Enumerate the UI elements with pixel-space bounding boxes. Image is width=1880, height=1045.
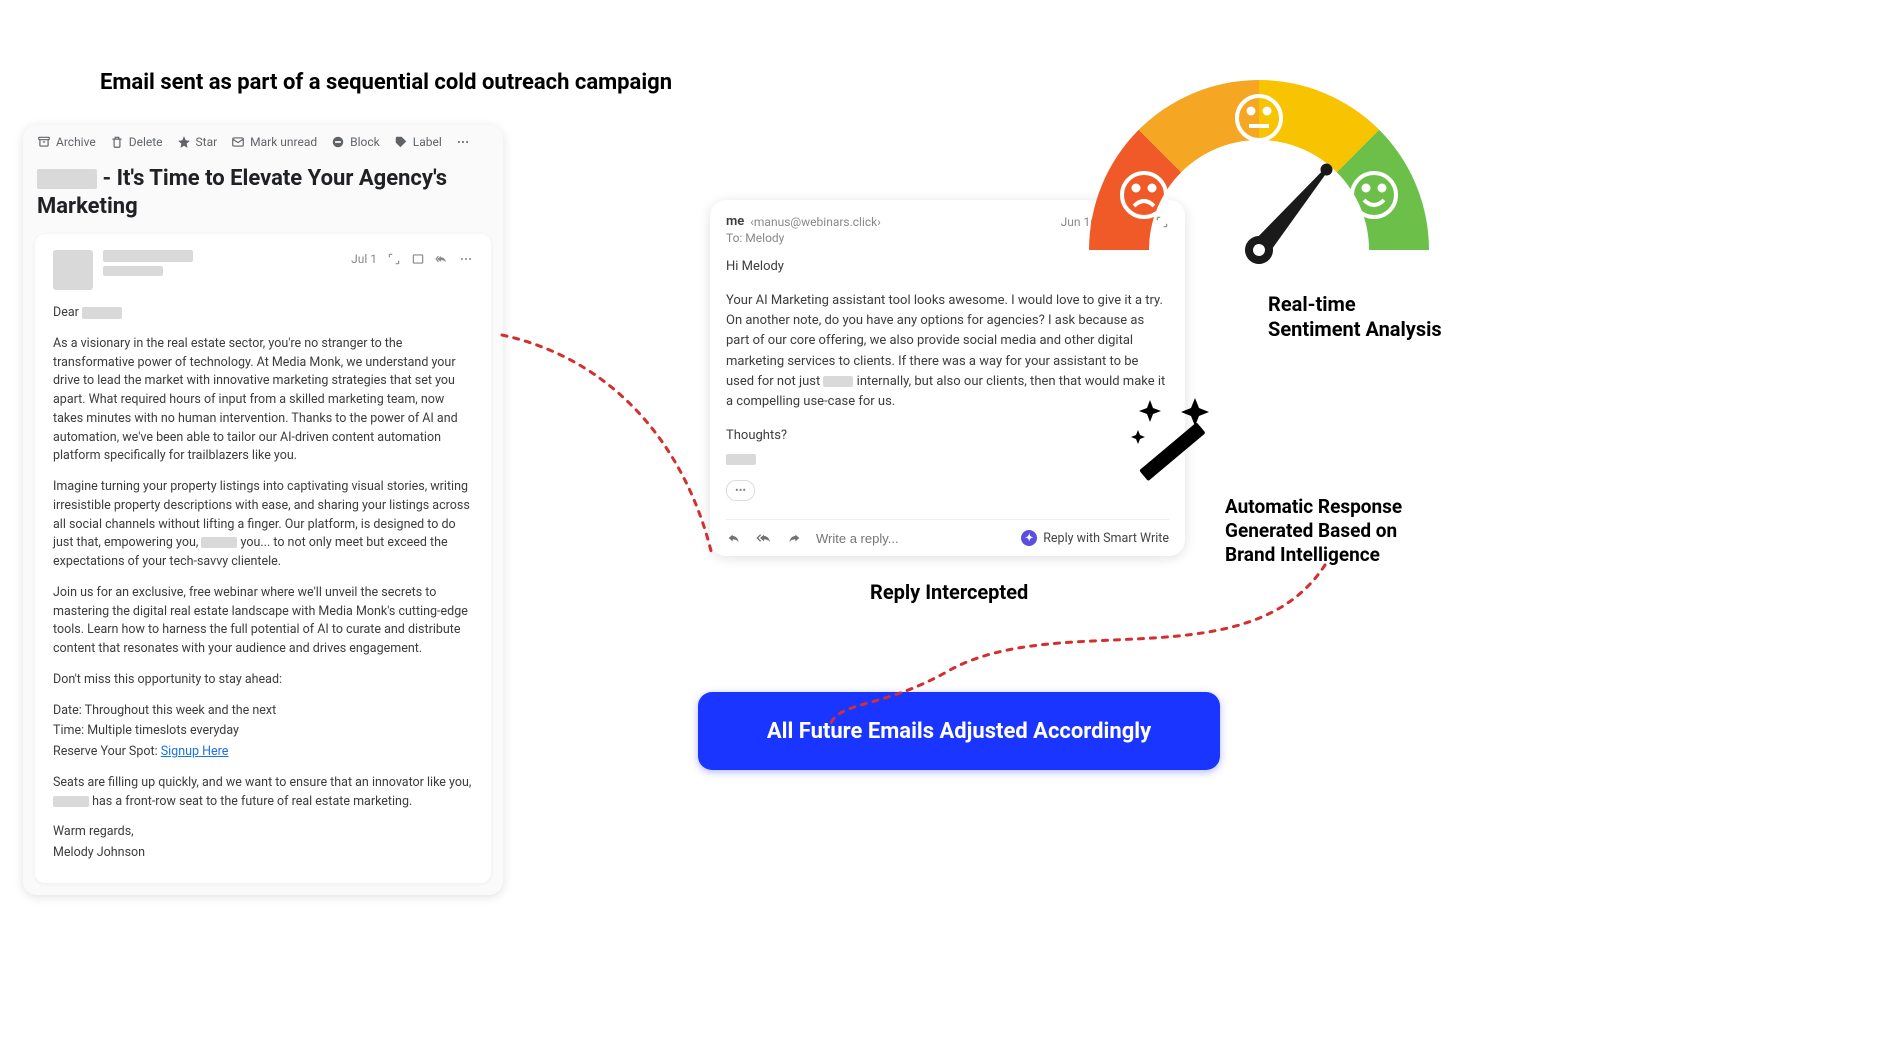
reply-from-name: me (726, 214, 744, 229)
para-1: As a visionary in the real estate sector… (53, 335, 473, 466)
tag-icon (394, 135, 408, 149)
greeting-prefix: Dear (53, 305, 82, 320)
smart-write-button[interactable]: ✦ Reply with Smart Write (1021, 530, 1169, 546)
reply-input[interactable] (816, 531, 1007, 546)
reply-all-icon[interactable] (756, 530, 772, 546)
redacted-sign (726, 454, 756, 465)
redacted-greeting-name (82, 307, 122, 319)
sentiment-gauge (1084, 60, 1434, 280)
star-button[interactable]: Star (177, 135, 218, 149)
redacted-inline (201, 537, 237, 548)
reply-icon[interactable] (726, 530, 742, 546)
star-icon (177, 135, 191, 149)
email-subject: - It's Time to Elevate Your Agency's Mar… (23, 157, 503, 234)
archive-icon (37, 135, 51, 149)
caption-autoresponse: Automatic Response Generated Based on Br… (1225, 495, 1435, 566)
archive-label: Archive (56, 135, 96, 149)
reply-para: Your AI Marketing assistant tool looks a… (726, 291, 1169, 412)
more-icon[interactable] (459, 252, 473, 266)
redacted-name (37, 169, 97, 189)
mark-unread-button[interactable]: Mark unread (231, 135, 317, 149)
reply-bar: ✦ Reply with Smart Write (726, 519, 1169, 546)
email-toolbar: Archive Delete Star Mark unread Block La… (23, 125, 503, 157)
reply-body: Hi Melody Your AI Marketing assistant to… (726, 257, 1169, 501)
star-label: Star (196, 135, 218, 149)
more-pill[interactable]: ••• (726, 480, 755, 501)
delete-label: Delete (129, 135, 163, 149)
more-button[interactable] (456, 135, 470, 149)
forward-icon[interactable] (786, 530, 802, 546)
para-5: Seats are filling up quickly, and we wan… (53, 774, 473, 812)
redacted-sender (103, 250, 193, 262)
expand-icon[interactable] (387, 252, 401, 266)
block-button[interactable]: Block (331, 135, 380, 149)
redacted-inline-2 (53, 796, 89, 807)
delete-button[interactable]: Delete (110, 135, 163, 149)
magic-wand-icon (1120, 390, 1220, 490)
mark-unread-label: Mark unread (250, 135, 317, 149)
connector-1 (497, 330, 727, 560)
redacted-inline-3 (823, 376, 853, 387)
smart-write-label: Reply with Smart Write (1043, 531, 1169, 546)
block-icon (331, 135, 345, 149)
para-4: Don't miss this opportunity to stay ahea… (53, 671, 473, 690)
para-2: Imagine turning your property listings i… (53, 478, 473, 572)
detail-date: Date: Throughout this week and the next (53, 702, 473, 721)
caption-sentiment: Real-time Sentiment Analysis (1268, 292, 1448, 342)
gauge-needle (1239, 156, 1341, 270)
email-body: Dear As a visionary in the real estate s… (53, 304, 473, 863)
redacted-sender-sub (103, 266, 163, 276)
subject-text: - It's Time to Elevate Your Agency's Mar… (37, 166, 447, 219)
signoff-1: Warm regards, (53, 823, 473, 842)
label-label: Label (413, 135, 442, 149)
para-3: Join us for an exclusive, free webinar w… (53, 584, 473, 659)
detail-time: Time: Multiple timeslots everyday (53, 722, 473, 741)
email-header-row: Jul 1 (53, 250, 473, 290)
email-body-card: Jul 1 Dear As a visionary in the real es… (35, 234, 491, 883)
sender-avatar (53, 250, 93, 290)
signoff-2: Melody Johnson (53, 844, 473, 863)
signup-link[interactable]: Signup Here (161, 744, 229, 759)
mail-icon (231, 135, 245, 149)
window-icon[interactable] (411, 252, 425, 266)
detail-reserve: Reserve Your Spot: Signup Here (53, 743, 473, 762)
caption-top: Email sent as part of a sequential cold … (100, 70, 672, 95)
more-icon (456, 135, 470, 149)
archive-button[interactable]: Archive (37, 135, 96, 149)
blue-pill: All Future Emails Adjusted Accordingly (698, 692, 1220, 770)
reply-from-addr: ‹manus@webinars.click› (750, 215, 881, 229)
reply-all-icon[interactable] (435, 252, 449, 266)
email-date: Jul 1 (351, 250, 377, 268)
outgoing-email-card: Archive Delete Star Mark unread Block La… (23, 125, 503, 895)
label-button[interactable]: Label (394, 135, 442, 149)
smart-write-icon: ✦ (1021, 530, 1037, 546)
caption-reply-intercepted: Reply Intercepted (870, 580, 1028, 604)
block-label: Block (350, 135, 380, 149)
trash-icon (110, 135, 124, 149)
reply-thoughts: Thoughts? (726, 426, 1169, 446)
